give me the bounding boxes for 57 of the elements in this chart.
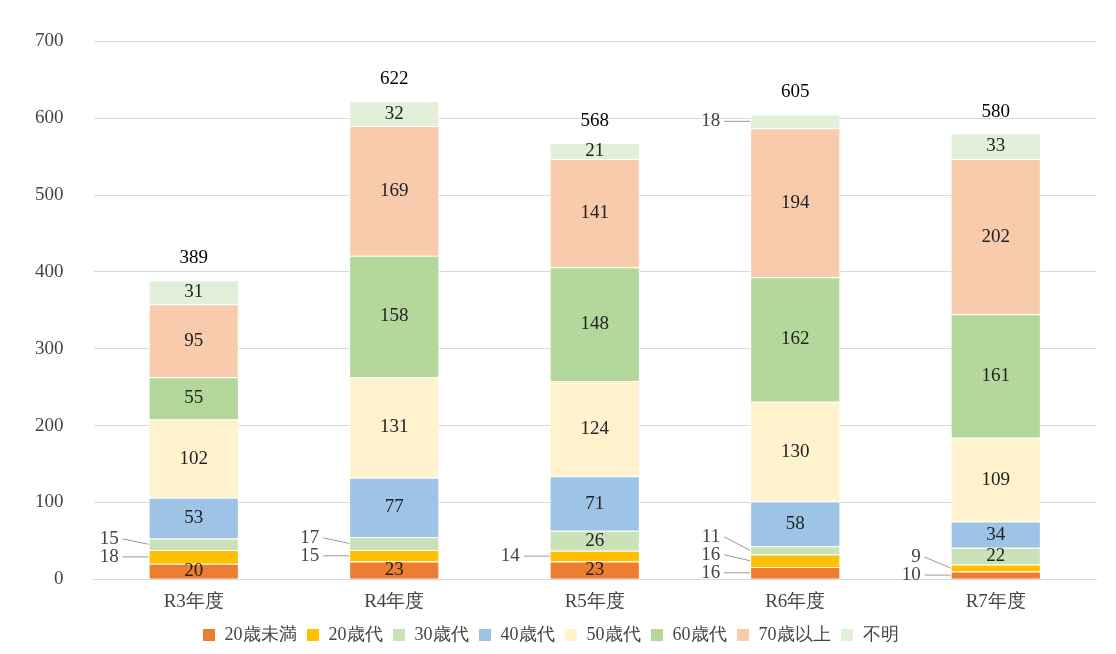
data-label: 31	[184, 280, 204, 302]
data-label: 124	[580, 416, 610, 438]
data-label: 58	[785, 511, 805, 533]
data-label: 22	[986, 544, 1006, 566]
legend-label: 不明	[862, 623, 899, 644]
x-tick-label: R4年度	[364, 589, 425, 611]
data-label: 34	[986, 522, 1006, 544]
data-label: 131	[380, 415, 409, 437]
data-label: 158	[380, 304, 409, 326]
data-label: 55	[184, 386, 204, 408]
legend-label: 30歳代	[414, 623, 469, 644]
y-tick-label: 200	[35, 413, 64, 435]
y-tick-label: 100	[35, 490, 64, 512]
legend-label: 20歳未満	[224, 623, 297, 644]
data-label: 23	[585, 558, 605, 580]
data-label: 194	[781, 190, 810, 212]
data-label: 202	[981, 224, 1010, 246]
y-tick-label: 500	[35, 183, 64, 205]
x-tick-label: R7年度	[965, 589, 1026, 611]
x-tick-label: R6年度	[765, 589, 826, 611]
total-label: 622	[380, 67, 409, 89]
x-tick-label: R3年度	[163, 589, 224, 611]
data-label: 32	[384, 101, 404, 123]
data-label: 77	[384, 495, 404, 517]
data-label: 161	[981, 363, 1010, 385]
total-label: 605	[781, 80, 810, 102]
y-tick-label: 300	[35, 336, 64, 358]
data-label: 102	[179, 446, 208, 468]
data-label: 18	[701, 109, 721, 131]
total-label: 389	[179, 246, 208, 268]
data-label: 95	[184, 328, 204, 350]
data-label: 20	[184, 559, 204, 581]
legend-label: 50歳代	[586, 623, 641, 644]
x-tick-label: R5年度	[564, 589, 625, 611]
data-label: 141	[580, 201, 609, 223]
data-label: 162	[781, 327, 810, 349]
y-tick-label: 700	[35, 29, 64, 51]
y-tick-label: 400	[35, 259, 64, 281]
data-label: 130	[781, 439, 810, 461]
data-label: 169	[380, 178, 409, 200]
data-label: 109	[981, 467, 1010, 489]
data-label: 33	[986, 134, 1006, 156]
data-label: 21	[585, 138, 605, 160]
legend-label: 60歳代	[672, 623, 727, 644]
total-label: 568	[580, 108, 609, 130]
legend-label: 20歳代	[328, 623, 383, 644]
data-label: 148	[580, 312, 609, 334]
data-label: 53	[184, 506, 204, 528]
data-label: 26	[585, 528, 605, 550]
total-label: 580	[981, 99, 1010, 121]
y-tick-label: 0	[54, 567, 64, 589]
data-label: 23	[384, 558, 404, 580]
data-label: 71	[585, 491, 605, 513]
legend-label: 70歳以上	[758, 623, 831, 644]
data-label: 14	[500, 544, 521, 566]
legend-label: 40歳代	[500, 623, 555, 644]
y-tick-label: 600	[35, 106, 64, 128]
